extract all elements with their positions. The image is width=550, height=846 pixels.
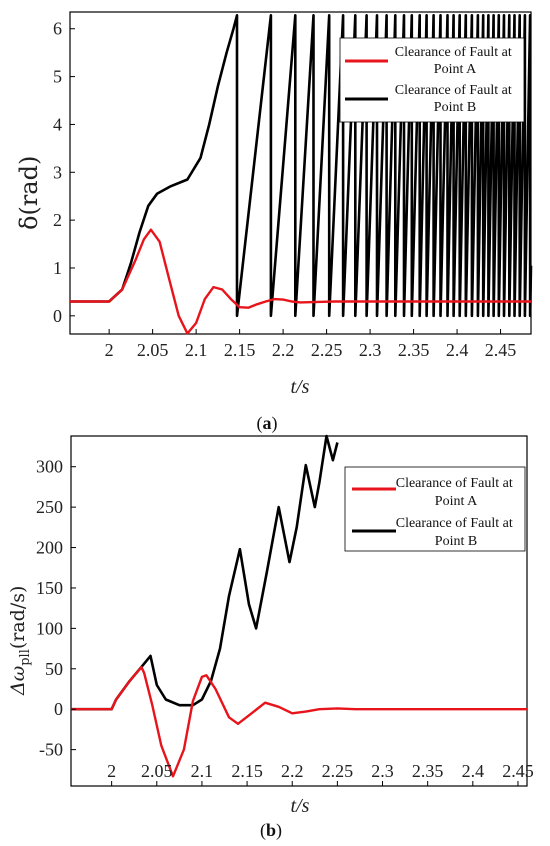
plot-a-legend: Clearance of Fault at Point A Clearance … bbox=[339, 37, 525, 123]
legend-b-label-b-line1: Clearance of Fault at bbox=[396, 516, 513, 531]
xtick-label: 2.4 bbox=[462, 761, 485, 781]
ytick-label: 5 bbox=[53, 67, 62, 87]
ytick-label: 6 bbox=[53, 19, 62, 39]
xtick-label: 2.35 bbox=[398, 340, 430, 360]
ytick-label: -50 bbox=[39, 740, 63, 760]
legend-a-label-a-line2: Point A bbox=[434, 62, 477, 77]
xtick-label: 2.05 bbox=[137, 340, 169, 360]
xtick-label: 2.2 bbox=[272, 340, 295, 360]
series-line-point-a bbox=[70, 228, 531, 335]
xtick-label: 2.05 bbox=[141, 761, 173, 781]
panel-b-caption: (b) bbox=[260, 820, 282, 841]
ytick-label: 1 bbox=[53, 258, 62, 278]
legend-a-label-b: Clearance of Fault at Point B bbox=[395, 83, 516, 115]
ytick-label: 2 bbox=[53, 210, 62, 230]
ytick-label: 3 bbox=[53, 162, 62, 182]
ytick-label: 300 bbox=[36, 457, 63, 477]
xtick-label: 2.35 bbox=[412, 761, 444, 781]
ytick-label: 150 bbox=[36, 578, 63, 598]
plot-a-xlabel: t/s bbox=[291, 376, 310, 398]
xtick-label: 2.15 bbox=[231, 761, 263, 781]
plot-a-yticks: 0 1 2 3 4 5 6 bbox=[53, 19, 75, 326]
series-line-point-b bbox=[70, 14, 533, 318]
ytick-label: 4 bbox=[53, 114, 62, 134]
ytick-label: 0 bbox=[53, 306, 62, 326]
legend-a-label-b-line1: Clearance of Fault at bbox=[395, 83, 512, 98]
plot-a-xticks: 2 2.05 2.1 2.15 2.2 2.25 2.3 2.35 2.4 2.45 bbox=[105, 329, 517, 360]
legend-b-label-a-line1: Clearance of Fault at bbox=[396, 476, 513, 491]
plot-b-ylabel: Δωpll(rad/s) bbox=[7, 586, 33, 696]
ytick-label: 0 bbox=[54, 699, 63, 719]
ytick-label: 200 bbox=[36, 538, 63, 558]
xtick-label: 2.25 bbox=[311, 340, 343, 360]
legend-b-label-b-line2: Point B bbox=[435, 534, 477, 549]
plot-b-yticks: -50 0 50 100 150 200 250 300 bbox=[36, 457, 76, 760]
xtick-label: 2.1 bbox=[191, 761, 214, 781]
legend-b-box bbox=[344, 466, 526, 552]
xtick-label: 2 bbox=[107, 761, 116, 781]
plot-b-frame bbox=[70, 435, 528, 787]
series-line-point-a bbox=[71, 666, 527, 778]
legend-a-label-a-line1: Clearance of Fault at bbox=[395, 45, 512, 60]
xtick-label: 2.2 bbox=[281, 761, 304, 781]
xtick-label: 2.45 bbox=[502, 761, 534, 781]
plot-b-xticks: 2 2.05 2.1 2.15 2.2 2.25 2.3 2.35 2.4 2.45 bbox=[107, 761, 534, 786]
panel-b: -50 0 50 100 150 200 250 300 2 2.05 2.1 2.15 2.2 2.2… bbox=[7, 434, 534, 841]
xtick-label: 2.4 bbox=[446, 340, 469, 360]
legend-b-label-a: Clearance of Fault at Point A bbox=[396, 476, 517, 509]
panel-a: 0 1 2 3 4 5 6 2 2.05 2.1 2.15 2.2 2.25 2.3 2.35 2.4 2.4… bbox=[15, 11, 533, 434]
plot-b-series bbox=[71, 434, 527, 778]
plot-a-ylabel: δ(rad) bbox=[15, 156, 43, 230]
plot-a-series bbox=[70, 14, 533, 335]
xtick-label: 2.15 bbox=[224, 340, 256, 360]
xtick-label: 2.1 bbox=[185, 340, 208, 360]
xtick-label: 2 bbox=[105, 340, 114, 360]
legend-b-label-a-line2: Point A bbox=[435, 494, 478, 509]
series-line-point-b bbox=[71, 434, 339, 711]
ytick-label: 50 bbox=[45, 659, 63, 679]
ytick-label: 100 bbox=[36, 618, 63, 638]
ytick-label: 250 bbox=[36, 497, 63, 517]
xtick-label: 2.3 bbox=[371, 761, 394, 781]
legend-a-label-a: Clearance of Fault at Point A bbox=[395, 45, 516, 77]
xtick-label: 2.3 bbox=[359, 340, 382, 360]
xtick-label: 2.45 bbox=[485, 340, 517, 360]
legend-b-label-b: Clearance of Fault at Point B bbox=[396, 516, 517, 549]
xtick-label: 2.25 bbox=[322, 761, 354, 781]
legend-a-label-b-line2: Point B bbox=[434, 100, 476, 115]
legend-a-box bbox=[339, 37, 525, 123]
plot-b-xlabel: t/s bbox=[291, 795, 310, 817]
plot-b-legend: Clearance of Fault at Point A Clearance … bbox=[344, 466, 526, 552]
panel-a-caption: (a) bbox=[257, 413, 278, 434]
